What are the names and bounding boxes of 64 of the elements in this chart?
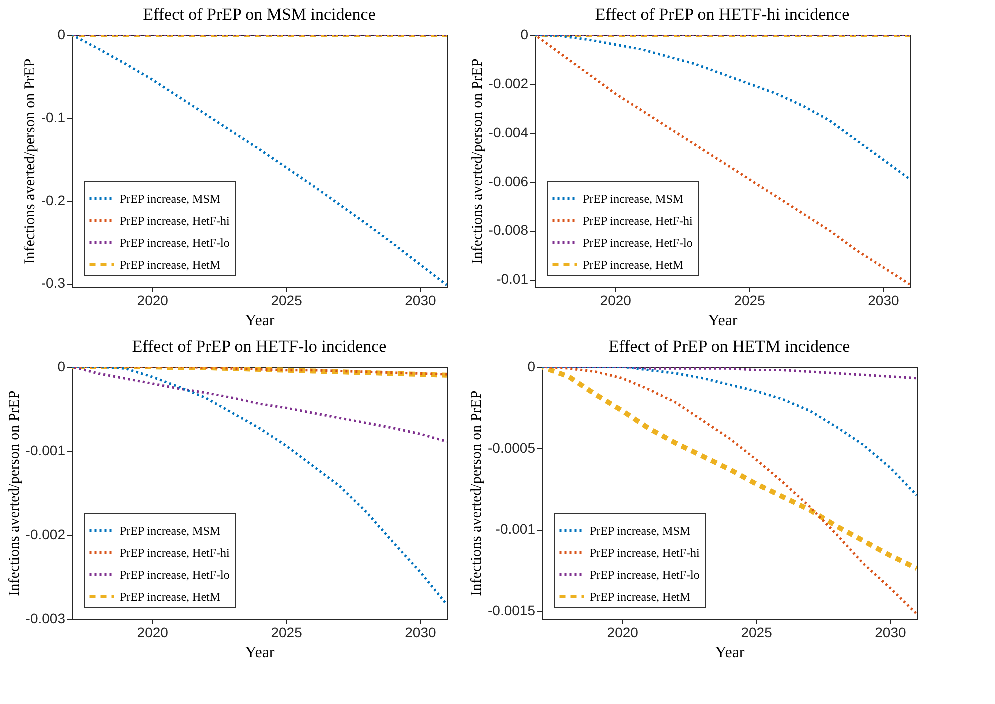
y-tick-label: -0.001 <box>496 521 536 538</box>
y-tick-label: -0.01 <box>496 271 529 288</box>
x-axis-title: Year <box>245 644 276 662</box>
y-axis-title: Infections averted/person on PrEP <box>470 58 486 264</box>
x-tick-label: 2020 <box>137 624 169 640</box>
y-tick-label: -0.006 <box>488 173 529 190</box>
x-tick-label: 2025 <box>734 292 766 308</box>
line-series <box>72 367 447 444</box>
y-tick-label: -0.001 <box>26 442 66 458</box>
legend-label: PrEP increase, HetF-hi <box>590 546 701 560</box>
x-axis-title: Year <box>245 312 276 330</box>
y-tick-label: -0.002 <box>26 526 66 542</box>
chart-title: Effect of PrEP on MSM incidence <box>143 5 376 24</box>
y-tick-label: -0.3 <box>41 275 66 292</box>
legend-label: PrEP increase, HetF-hi <box>583 214 694 228</box>
x-tick-label: 2030 <box>405 292 436 308</box>
legend-label: PrEP increase, HetM <box>583 258 684 272</box>
y-tick-label: 0 <box>520 26 529 42</box>
y-tick-label: -0.1 <box>41 109 66 126</box>
legend-label: PrEP increase, HetF-lo <box>590 568 700 582</box>
y-tick-label: -0.004 <box>488 124 529 140</box>
line-series <box>535 35 910 181</box>
x-tick-label: 2025 <box>271 292 303 308</box>
x-axis-title: Year <box>715 644 746 662</box>
chart-title: Effect of PrEP on HETF-hi incidence <box>595 5 850 24</box>
x-tick-label: 2030 <box>875 624 906 640</box>
x-tick-label: 2020 <box>607 624 639 640</box>
x-tick-label: 2030 <box>405 624 436 640</box>
y-tick-label: -0.0015 <box>488 602 536 618</box>
x-tick-label: 2025 <box>271 624 303 640</box>
legend-label: PrEP increase, MSM <box>590 524 691 538</box>
legend-label: PrEP increase, MSM <box>120 524 221 538</box>
x-tick-label: 2030 <box>868 292 900 308</box>
line-series <box>542 367 917 380</box>
y-axis-title: Infections averted/person on PrEP <box>22 58 38 264</box>
y-tick-label: -0.0005 <box>488 440 536 456</box>
legend-label: PrEP increase, MSM <box>120 192 221 206</box>
line-series <box>72 367 447 606</box>
line-series <box>542 367 917 497</box>
legend-label: PrEP increase, HetF-hi <box>120 214 231 228</box>
x-tick-label: 2025 <box>741 624 773 640</box>
legend-label: PrEP increase, HetF-hi <box>120 546 231 560</box>
legend-label: PrEP increase, HetF-lo <box>120 236 230 250</box>
chart-title: Effect of PrEP on HETF-lo incidence <box>132 337 387 356</box>
line-series <box>535 35 910 286</box>
x-tick-label: 2020 <box>137 292 169 308</box>
legend-label: PrEP increase, HetF-lo <box>120 568 230 582</box>
y-tick-label: 0 <box>58 358 66 374</box>
y-tick-label: 0 <box>58 26 66 42</box>
x-axis-title: Year <box>708 312 738 330</box>
chart-title: Effect of PrEP on HETM incidence <box>608 337 850 356</box>
y-tick-label: -0.008 <box>488 222 529 238</box>
legend-label: PrEP increase, MSM <box>583 192 684 206</box>
legend-label: PrEP increase, HetF-lo <box>583 236 693 250</box>
y-axis-title: Infections averted/person on PrEP <box>6 390 23 596</box>
y-tick-label: 0 <box>528 358 536 374</box>
y-axis-title: Infections averted/person on PrEP <box>469 390 486 596</box>
legend-label: PrEP increase, HetM <box>590 590 691 604</box>
x-tick-label: 2020 <box>600 292 632 308</box>
legend-label: PrEP increase, HetM <box>120 258 221 272</box>
y-tick-label: -0.2 <box>41 192 66 208</box>
y-tick-label: -0.003 <box>26 610 66 626</box>
legend-label: PrEP increase, HetM <box>120 590 221 604</box>
y-tick-label: -0.002 <box>488 75 529 92</box>
